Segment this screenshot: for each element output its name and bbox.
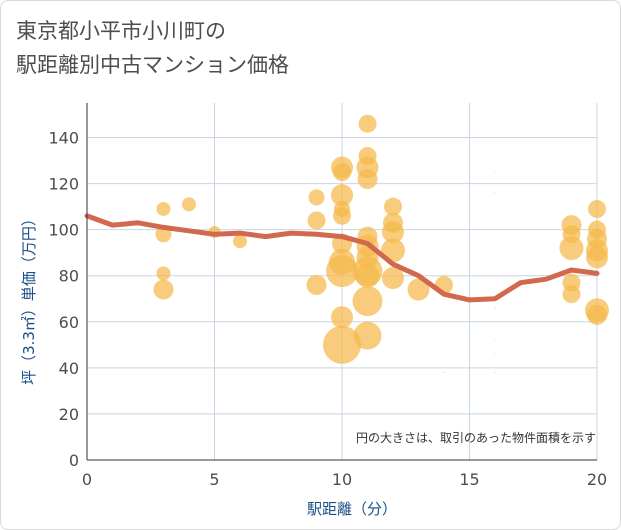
bubble-point-4 — [182, 197, 196, 212]
chart-title-line-2: 駅距離別中古マンション価格 — [16, 53, 289, 77]
y-tick-label-20: 20 — [59, 405, 79, 424]
bubble-point-30 — [353, 321, 382, 350]
chart-title-line-1: 東京都小平市小川町の — [16, 19, 226, 43]
bubble-size-note: 円の大きさは、取引のあった物件面積を示す — [356, 430, 596, 445]
bubble-point-53 — [494, 307, 496, 309]
bubble-point-17 — [326, 255, 358, 288]
bubble-point-9 — [306, 274, 327, 295]
y-tick-label-120: 120 — [48, 175, 79, 194]
y-axis-title: 坪（3.3㎡）単価（万円） — [20, 211, 38, 385]
y-tick-label-0: 0 — [69, 451, 79, 470]
chart-title: 東京都小平市小川町の 駅距離別中古マンション価格 — [16, 14, 289, 82]
bubble-point-36 — [407, 278, 430, 301]
bubble-point-40 — [559, 236, 584, 261]
bubble-point-20 — [358, 114, 377, 133]
trend-line-series — [84, 213, 600, 303]
bubble-point-3 — [153, 279, 174, 300]
bubble-point-14 — [333, 206, 351, 225]
bubble-point-33 — [382, 220, 404, 243]
bubble-point-8 — [307, 211, 326, 230]
axes — [86, 103, 597, 461]
bubble-point-11 — [333, 163, 351, 182]
x-tick-label-10: 10 — [332, 470, 352, 489]
bubble-series — [153, 114, 609, 374]
x-tick-label-0: 0 — [82, 470, 92, 489]
x-tick-label-5: 5 — [209, 470, 219, 489]
y-tick-label-40: 40 — [59, 359, 79, 378]
x-tick-label-15: 15 — [459, 470, 479, 489]
y-tick-label-140: 140 — [48, 129, 79, 148]
bubble-point-12 — [331, 184, 353, 207]
bubble-point-18 — [331, 306, 353, 329]
y-tick-label-100: 100 — [48, 221, 79, 240]
bubble-point-19 — [323, 325, 361, 364]
bubble-point-49 — [587, 304, 607, 325]
y-tick-label-60: 60 — [59, 313, 79, 332]
bubble-point-55 — [494, 339, 496, 341]
bubble-point-31 — [384, 197, 402, 216]
bubble-point-35 — [382, 267, 404, 290]
bubble-point-56 — [494, 353, 496, 355]
bubble-point-52 — [494, 192, 496, 194]
tick-labels: 0 5 10 15 20 0 20 40 60 80 100 120 140 — [48, 129, 607, 489]
bubble-point-47 — [586, 246, 608, 269]
bubble-point-50 — [443, 371, 445, 374]
bubble-point-23 — [357, 169, 378, 190]
y-tick-label-80: 80 — [59, 267, 79, 286]
bubble-point-29 — [352, 286, 383, 317]
bubble-point-6 — [233, 234, 247, 249]
bubble-point-51 — [494, 171, 496, 173]
bubble-point-58 — [494, 371, 496, 373]
bubble-point-54 — [494, 321, 496, 323]
grid-lines — [87, 103, 598, 460]
trend-line — [84, 213, 600, 303]
x-tick-label-20: 20 — [587, 470, 607, 489]
bubble-point-0 — [156, 201, 171, 216]
bubble-point-42 — [562, 285, 581, 304]
bubble-point-43 — [588, 199, 606, 218]
bubble-point-57 — [494, 367, 496, 369]
bubble-point-2 — [156, 266, 171, 281]
bubble-point-28 — [355, 263, 380, 288]
bubble-point-7 — [308, 189, 325, 206]
x-axis-title: 駅距離（分） — [307, 500, 397, 518]
